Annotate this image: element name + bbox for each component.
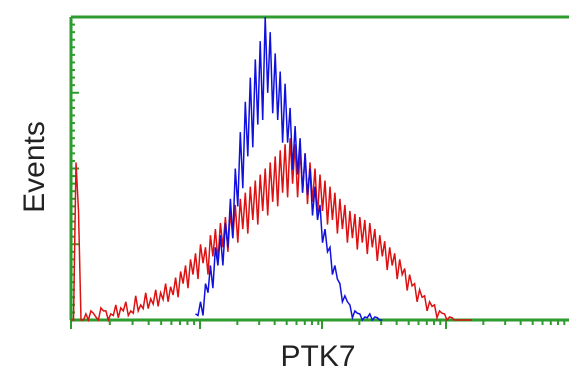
x-axis-ticks — [70, 320, 566, 329]
y-axis-ticks — [71, 16, 79, 321]
series-layer — [71, 16, 472, 323]
y-axis-label: Events — [18, 121, 51, 213]
x-axis-label: PTK7 — [280, 340, 355, 373]
series-red-line — [71, 138, 472, 323]
plot-frame — [69, 15, 569, 322]
series-blue-line — [195, 16, 383, 322]
